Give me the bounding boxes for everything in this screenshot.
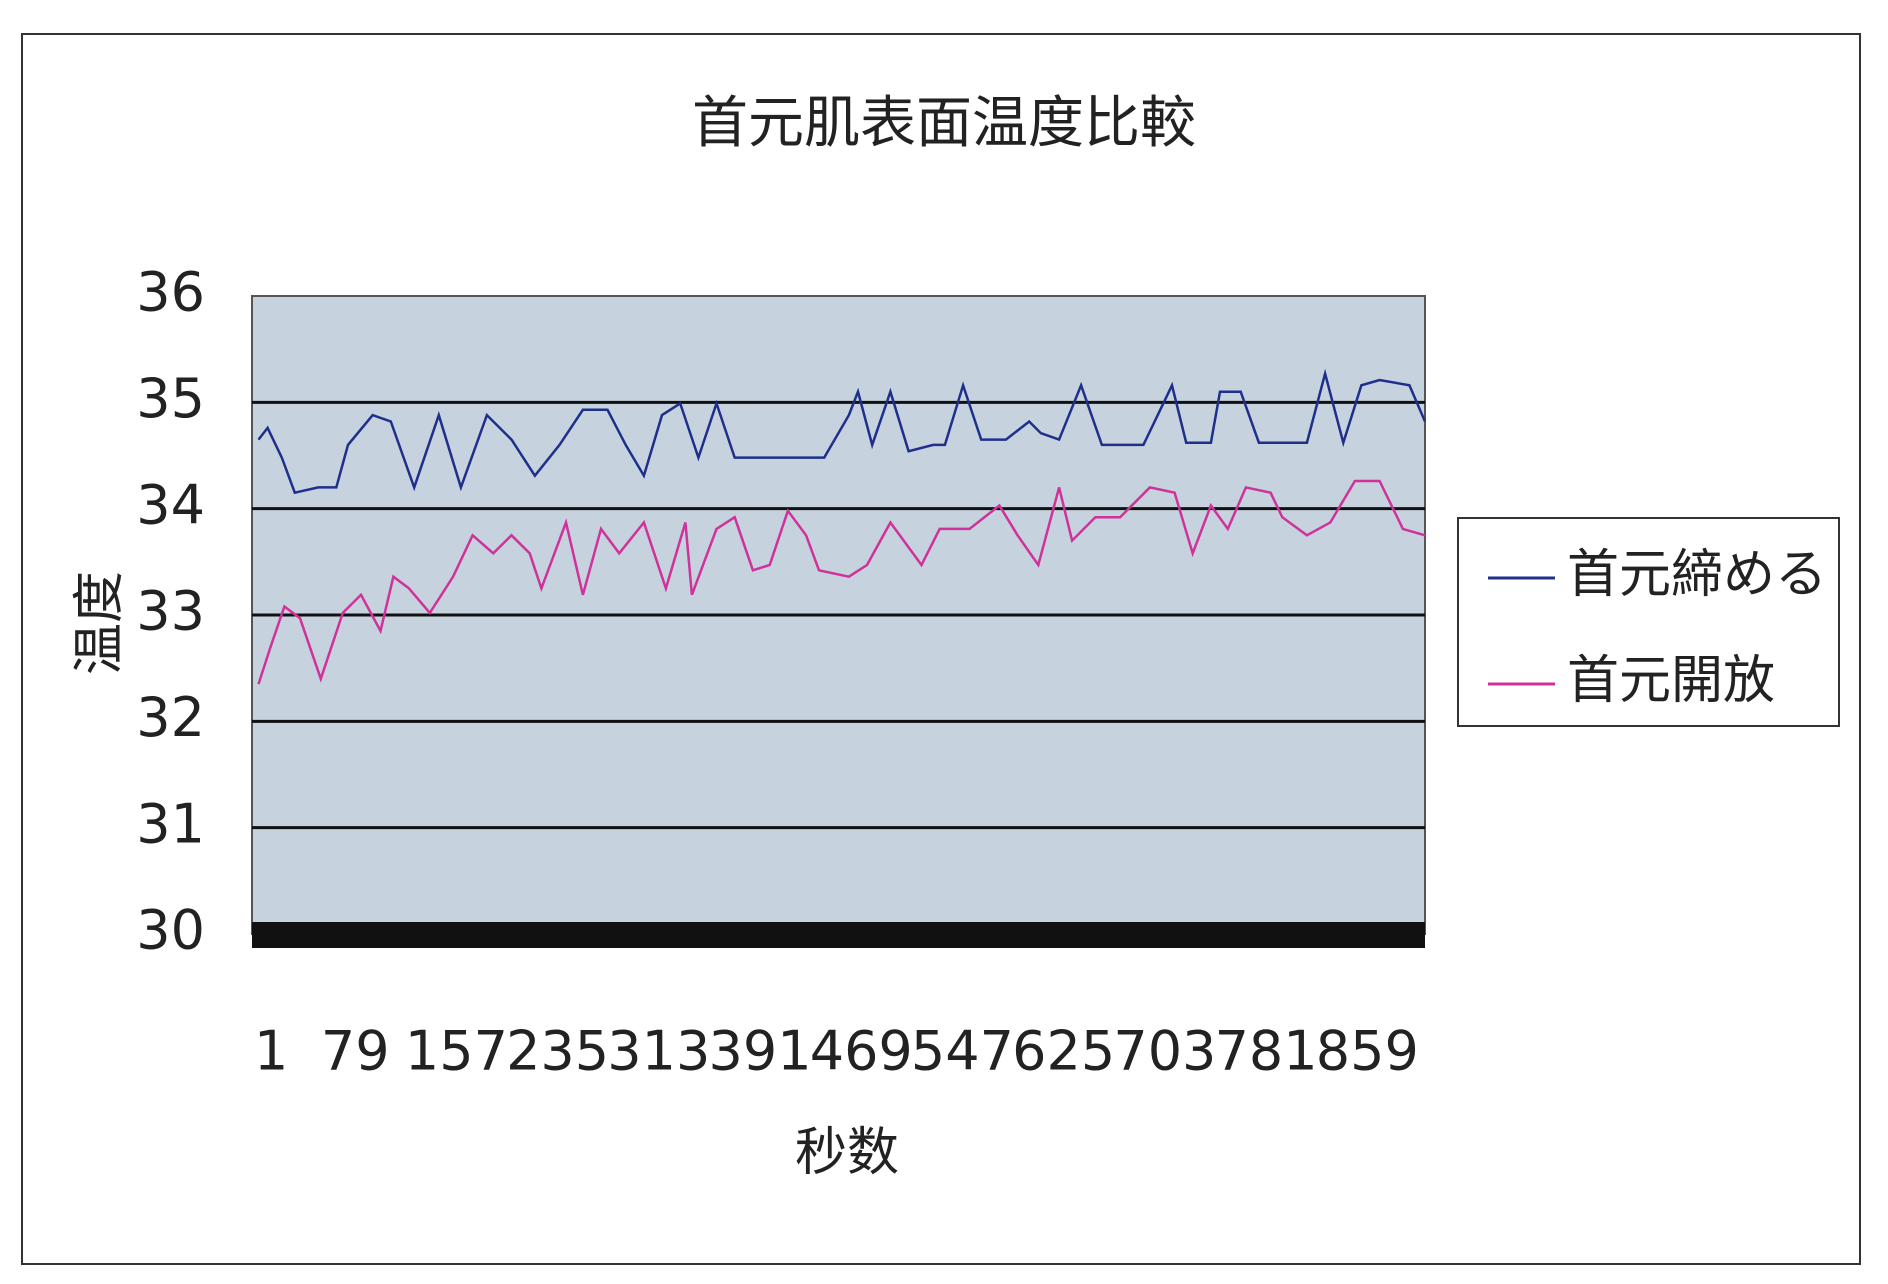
y-tick-label: 33: [136, 580, 205, 643]
y-tick-label: 31: [136, 792, 205, 855]
legend-label: 首元開放: [1567, 651, 1775, 711]
x-tick-label: 547: [911, 1020, 1014, 1083]
x-tick-label: 1: [254, 1020, 288, 1083]
y-tick-label: 36: [136, 261, 205, 324]
x-tick-label: 235: [506, 1020, 609, 1083]
series-line: [257, 368, 1427, 495]
series-line: [257, 479, 1426, 685]
x-axis-band: [252, 922, 1425, 948]
x-tick-label: 859: [1316, 1020, 1419, 1083]
x-tick-label: 625: [1012, 1020, 1115, 1083]
x-tick-label: 703: [1113, 1020, 1216, 1083]
legend-label: 首元締める: [1567, 545, 1827, 605]
y-tick-label: 34: [136, 473, 205, 536]
y-tick-label: 30: [136, 899, 205, 962]
y-tick-label: 32: [136, 686, 205, 749]
x-tick-label: 781: [1215, 1020, 1318, 1083]
y-axis-title: 温度: [70, 571, 130, 675]
x-tick-label: 469: [810, 1020, 913, 1083]
x-tick-label: 157: [405, 1020, 508, 1083]
chart-title: 首元肌表面温度比較: [692, 91, 1196, 156]
x-tick-label: 313: [607, 1020, 710, 1083]
x-axis-title: 秒数: [795, 1123, 899, 1183]
x-tick-label: 391: [709, 1020, 812, 1083]
y-tick-label: 35: [136, 367, 205, 430]
x-tick-label: 79: [321, 1020, 390, 1083]
legend-box: [1457, 517, 1840, 727]
